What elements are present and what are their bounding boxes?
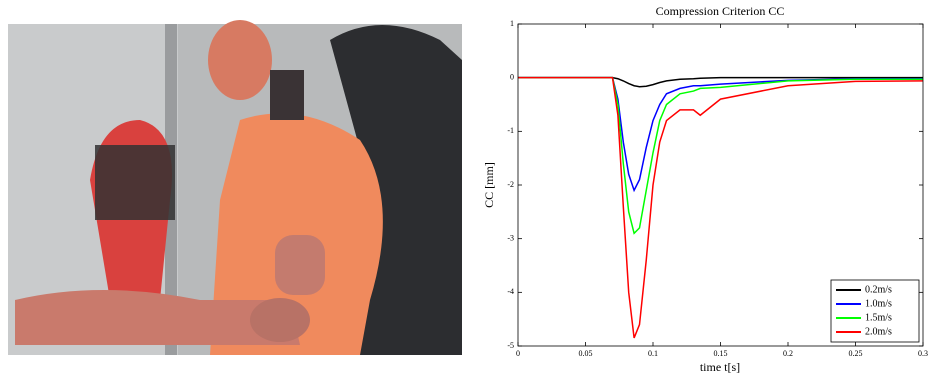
y-tick-label: -2	[507, 180, 514, 189]
y-tick-label: -3	[507, 233, 514, 242]
plot-frame	[517, 23, 924, 347]
series-line	[518, 76, 923, 235]
x-axis-label: time t[s]	[700, 360, 740, 374]
x-tick-label: 0.15	[714, 349, 728, 358]
x-tick-label: 0.1	[648, 349, 658, 358]
x-tick-label: 0.2	[783, 349, 793, 358]
y-axis-label: CC [mm]	[482, 162, 496, 208]
x-tick-label: 0.3	[918, 349, 928, 358]
y-tick-label: 1	[510, 19, 514, 28]
series-line	[518, 76, 923, 88]
y-tick-label: -1	[507, 126, 514, 135]
photo	[8, 20, 462, 355]
x-tick-label: 0.05	[579, 349, 593, 358]
legend-label: 2.0m/s	[865, 326, 892, 337]
legend-label: 1.0m/s	[865, 298, 892, 309]
legend-label: 1.5m/s	[865, 312, 892, 323]
y-tick-label: -4	[507, 287, 514, 296]
legend-label: 0.2m/s	[865, 284, 892, 295]
x-tick-label: 0.25	[849, 349, 863, 358]
series-line	[518, 76, 923, 193]
series-line	[518, 76, 924, 339]
y-tick-label: -5	[507, 341, 514, 350]
x-tick-label: 0	[516, 349, 520, 358]
y-tick-label: 0	[510, 72, 514, 81]
chart-title: Compression Criterion CC	[656, 4, 785, 18]
